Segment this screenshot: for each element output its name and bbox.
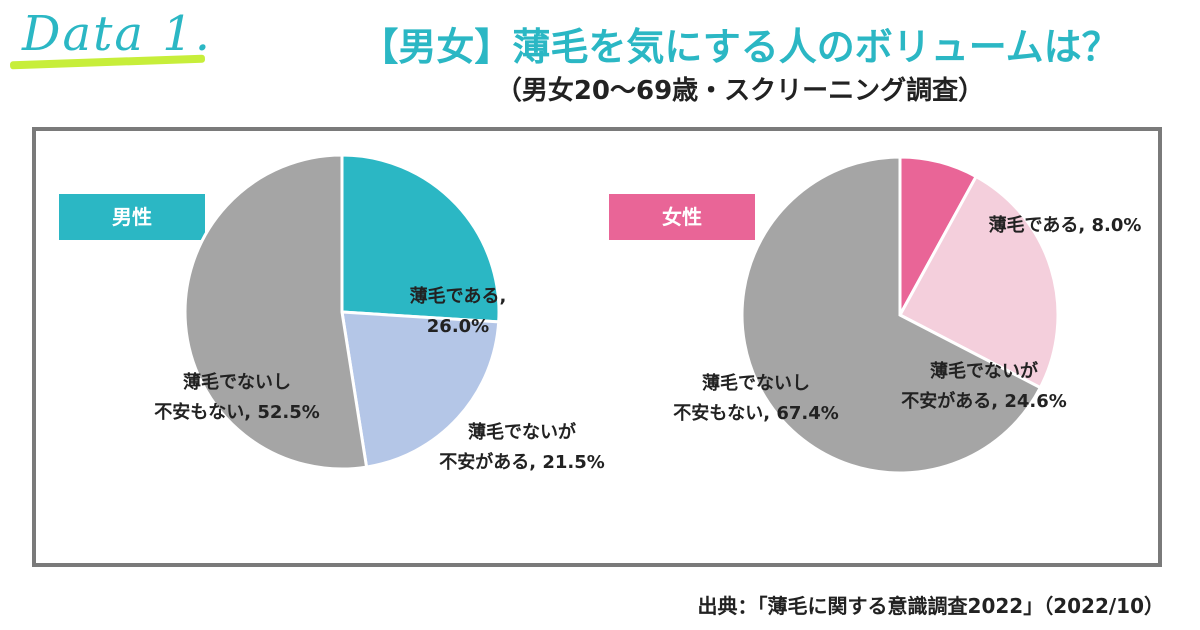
female-not-anxious-label: 薄毛でないし不安もない, 67.4% [673,372,839,424]
male-not-anxious-label: 薄毛でないし不安もない, 52.5% [154,371,320,423]
source-note: 出典：「薄毛に関する意識調査2022」（2022/10） [697,594,1164,618]
chart-title: 【男女】薄毛を気にする人のボリュームは？ [360,25,1120,69]
female-thinning-label: 薄毛である, 8.0% [989,214,1142,236]
pie-charts: 薄毛である, 26.0% 薄毛でないが不安がある, 21.5% 薄毛でないし不安もない… [154,153,1142,475]
chart-frame: 男性 女性 薄毛である, 26.0% 薄毛でないが不安がある, 21.5% 薄毛でない… [32,127,1162,567]
female-not-anxious-slice [740,155,1043,475]
male-thinning-label: 薄毛である, 26.0% [410,285,507,337]
male-badge: 男性 [59,194,205,240]
male-thinning-slice [340,153,501,324]
male-anxious-slice [340,310,501,469]
male-anxious-label: 薄毛でないが不安がある, 21.5% [439,421,605,473]
chart-subtitle: （男女20～69歳・スクリーニング調査） [495,76,985,106]
male-not-anxious-slice [183,153,369,471]
data-number-label: Data 1. [22,6,213,62]
female-badge: 女性 [609,194,755,240]
female-anxious-label: 薄毛でないが不安がある, 24.6% [901,360,1067,412]
